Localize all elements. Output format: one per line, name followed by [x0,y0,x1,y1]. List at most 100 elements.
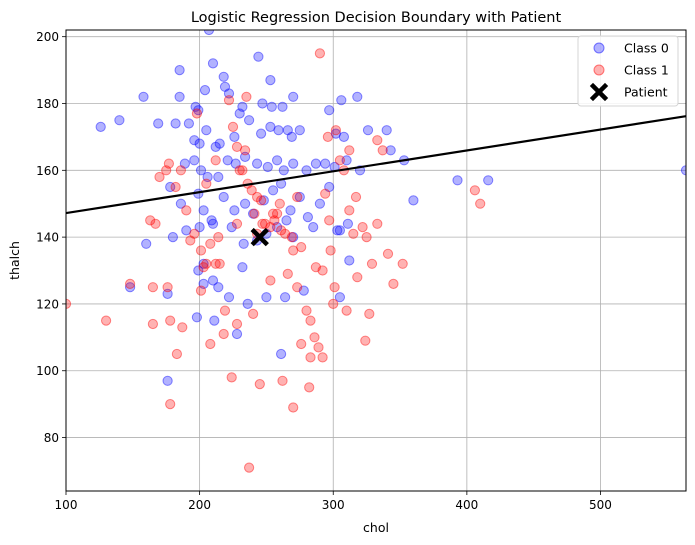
class0-point [240,198,251,209]
class0-point [344,255,355,266]
class0-point [253,51,264,62]
x-tick-label: 400 [455,498,478,512]
class0-point [680,165,686,176]
class0-point [223,88,235,99]
class1-point [237,165,248,176]
class0-point [231,328,243,340]
class0-point [95,121,106,133]
class1-point [334,155,345,166]
class1-point [310,262,321,273]
y-tick-label: 120 [36,297,59,311]
class0-point [219,81,231,92]
class0-point [203,30,215,36]
class0-point [338,131,349,142]
class1-point [372,135,383,146]
class1-point [147,282,158,293]
class0-point [240,151,251,162]
class0-point [324,105,335,116]
class1-point [210,155,221,166]
class1-point [372,218,383,229]
class0-point [341,155,352,166]
class0-point [286,131,297,142]
class1-point [154,171,165,183]
class0-point [381,125,392,136]
class1-point [377,145,388,156]
class1-point [364,308,375,319]
class1-point [165,399,176,410]
class0-point [238,238,249,249]
class1-point [296,242,307,253]
class0-point [252,158,263,169]
class1-point [265,222,276,233]
class1-point [162,282,173,293]
class1-point [231,141,243,152]
class1-point [320,188,331,199]
class0-point [125,282,136,293]
class0-point [314,198,325,209]
class1-point [227,121,239,133]
class1-point [185,235,196,246]
class1-point [357,222,368,233]
class0-point [195,165,207,176]
class1-point [344,205,355,216]
class0-point [213,282,224,293]
class1-point [304,382,315,393]
chart-title: Logistic Regression Decision Boundary wi… [191,10,562,26]
class0-point [138,91,149,102]
class1-point [265,275,276,286]
class0-point [332,225,343,236]
class1-point [195,245,207,256]
class0-point [198,258,209,269]
class1-point [268,208,279,219]
class0-point [218,191,229,203]
class1-point [101,315,112,326]
class1-point [165,315,176,326]
class0-point [237,262,248,273]
class1-point [226,372,237,383]
class1-point [305,352,316,363]
class1-point [314,48,325,59]
class1-point [260,218,271,229]
class1-point [475,198,486,209]
class0-point [189,155,200,166]
class0-point [298,285,309,296]
class1-point [231,218,243,229]
class0-point [191,312,202,323]
class1-point [330,125,341,136]
class0-point [167,232,178,243]
class1-point [344,145,355,156]
class0-point [272,155,283,166]
class0-point [288,158,299,169]
grid-lines [65,30,686,491]
class0-point [282,125,293,136]
class0-point [244,115,255,126]
class0-point [278,165,289,176]
patient-marker [250,227,269,247]
class1-point [210,258,221,269]
class1-point [195,285,207,296]
class1-point [205,238,216,249]
axis-ticks: 100 200 300 400 500 80 100 120 140 160 180 200 [36,30,612,512]
class1-point [244,462,255,473]
class0-point [223,292,235,303]
class0-point [262,161,273,173]
class1-point [249,208,260,219]
class1-point [352,272,363,283]
class1-point [280,228,291,239]
class0-point [234,108,245,119]
class1-point [201,178,212,189]
class1-point [397,258,408,269]
class1-point [201,258,212,269]
class1-point [191,108,202,119]
class0-point [193,105,204,116]
class1-point [309,332,320,343]
class1-point [272,208,283,219]
class0-point [198,278,209,289]
y-tick-label: 180 [36,97,59,111]
class0-point [288,232,299,243]
class1-point [296,338,307,350]
class0-point [141,238,152,249]
class0-point [209,315,220,326]
class1-point [257,218,268,229]
x-axis-label: chol [363,520,389,535]
